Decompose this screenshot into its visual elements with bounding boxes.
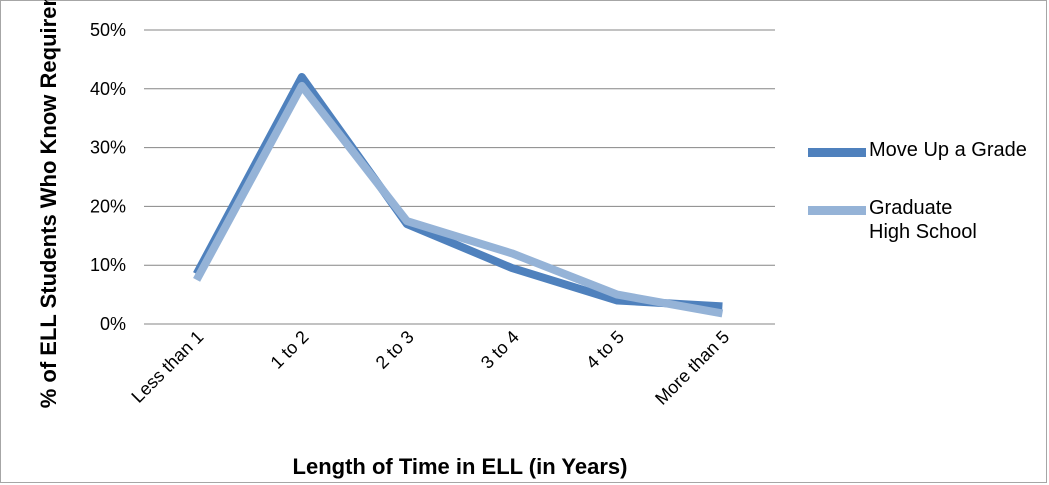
gridlines [144,29,775,325]
y-tick-label: 10% [90,255,126,275]
series-line-graduate-high-school [193,81,724,318]
y-tick-label: 30% [90,138,126,158]
series-lines [193,73,724,318]
y-tick-label: 0% [100,314,126,334]
x-tick-label: Less than 1 [127,327,207,407]
legend-swatch-graduate-high-school [808,206,866,215]
legend-label-move-up-a-grade: Move Up a Grade [869,139,1027,161]
y-tick-label: 40% [90,79,126,99]
x-tick-label: More than 5 [651,327,733,409]
y-tick-label: 20% [90,196,126,216]
legend-swatch-move-up-a-grade [808,148,866,157]
x-axis-tick-labels: Less than 1 1 to 2 2 to 3 3 to 4 4 to 5 More … [127,327,733,409]
legend-entry-graduate-high-school: Graduate High School [808,196,1049,256]
series-line-move-up-a-grade [193,73,723,311]
legend-label-graduate-high-school: Graduate High School [869,197,977,243]
x-tick-label: 3 to 4 [477,327,523,373]
x-tick-label: 2 to 3 [372,327,418,373]
y-tick-label: 50% [90,20,126,40]
legend: Move Up a Grade Graduate High School [808,138,1049,256]
y-axis-title: % of ELL Students Who Know Requirements [36,0,61,408]
y-axis-tick-labels: 0% 10% 20% 30% 40% 50% [90,20,126,334]
x-tick-label: 4 to 5 [582,327,628,373]
x-tick-label: 1 to 2 [267,327,313,373]
legend-entry-move-up-a-grade: Move Up a Grade [808,138,1049,196]
x-axis-title: Length of Time in ELL (in Years) [293,454,628,479]
